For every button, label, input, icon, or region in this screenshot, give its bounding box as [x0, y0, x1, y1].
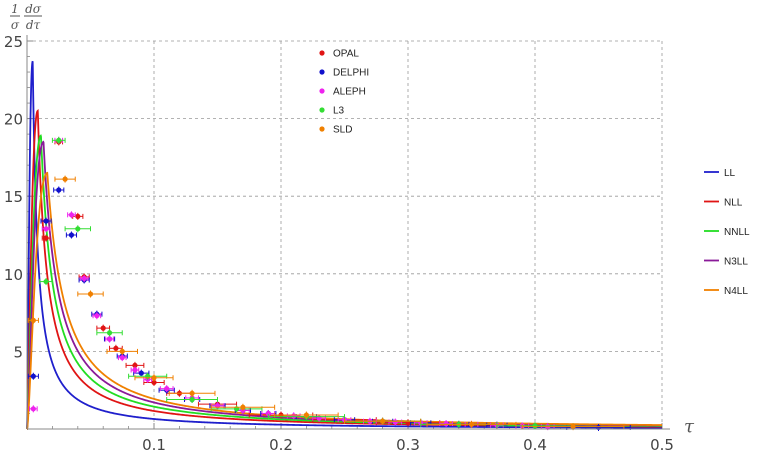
data-point: [81, 275, 87, 282]
y-label-dtau: dτ: [26, 18, 41, 32]
data-point: [30, 373, 36, 379]
y-label-dsigma: dσ: [25, 2, 42, 16]
data-point: [106, 330, 113, 336]
data-point: [100, 325, 106, 331]
data-point: [56, 137, 62, 143]
legend-label-n3ll: N3LL: [724, 257, 748, 268]
x-axis-label: τ: [684, 416, 695, 437]
data-point: [68, 212, 75, 218]
data-point: [119, 348, 125, 354]
data-point: [75, 226, 81, 232]
data-point: [43, 278, 49, 285]
data-point: [392, 419, 398, 425]
data-point: [132, 362, 138, 368]
y-tick-label: 20: [4, 111, 23, 129]
legend-label-nll: NLL: [724, 198, 743, 209]
data-point: [265, 410, 271, 417]
data-point: [56, 187, 62, 193]
y-tick-label: 25: [4, 33, 23, 51]
data-points: [27, 136, 631, 431]
data-point: [468, 421, 475, 427]
legend-marker-l3: [319, 107, 325, 113]
y-tick-label: 10: [4, 266, 23, 284]
data-point: [151, 379, 157, 386]
legend-marker-delphi: [319, 69, 325, 75]
data-point: [164, 386, 170, 392]
data-point: [240, 404, 246, 410]
curves: [26, 60, 663, 430]
dataset-sld: [27, 175, 625, 431]
legend-curves: LL NLL NNLL N3LL N4LL: [704, 168, 750, 297]
y-tick-label: 15: [4, 188, 23, 206]
x-tick-label: 0.5: [650, 436, 674, 454]
legend-label-nnll: NNLL: [724, 227, 750, 238]
data-point: [532, 423, 538, 429]
x-tick-label: 0.4: [523, 436, 547, 454]
y-axis-ticks: 5 10 15 20 25: [4, 33, 33, 414]
data-point: [68, 232, 75, 238]
legend-label-l3: L3: [333, 106, 345, 117]
legend-marker-aleph: [319, 88, 325, 94]
data-point: [30, 406, 36, 412]
data-point: [94, 313, 100, 319]
y-label-one: 1: [11, 2, 19, 16]
legend-datasets: OPAL DELPHI ALEPH L3 SLD: [319, 49, 369, 136]
y-tick-label: 5: [13, 343, 23, 361]
data-point: [87, 291, 94, 297]
data-point: [380, 418, 386, 424]
data-point: [75, 213, 81, 219]
curve-n4ll: [26, 171, 663, 430]
legend-label-opal: OPAL: [333, 49, 359, 60]
legend-marker-sld: [319, 126, 325, 132]
curve-nll: [26, 109, 663, 430]
data-point: [43, 235, 49, 241]
data-point: [106, 336, 113, 342]
dataset-aleph: [29, 136, 555, 431]
dataset-delphi: [27, 186, 631, 431]
data-point: [43, 226, 49, 232]
data-point: [189, 390, 195, 396]
legend-label-ll: LL: [724, 168, 736, 179]
data-point: [151, 375, 157, 381]
curve-ll: [26, 60, 662, 430]
curve-nnll: [26, 134, 663, 430]
data-point: [570, 424, 576, 430]
data-point: [303, 412, 309, 418]
data-point: [43, 218, 49, 224]
data-point: [62, 176, 68, 182]
y-axis-label: 1 σ dσ dτ: [10, 2, 42, 32]
y-label-sigma: σ: [11, 18, 20, 32]
x-tick-label: 0.2: [269, 436, 293, 454]
data-point: [443, 420, 449, 427]
data-point: [189, 396, 195, 403]
data-point: [30, 317, 36, 323]
data-point: [138, 370, 144, 376]
legend-marker-opal: [319, 50, 325, 56]
data-point: [119, 355, 125, 361]
legend-label-n4ll: N4LL: [724, 286, 748, 297]
legend-label-sld: SLD: [333, 125, 352, 136]
x-tick-label: 0.3: [396, 436, 420, 454]
data-point: [291, 413, 297, 419]
x-tick-label: 0.1: [142, 436, 166, 454]
legend-label-aleph: ALEPH: [333, 87, 366, 98]
data-point: [113, 345, 119, 351]
grid: [27, 40, 663, 429]
dataset-opal: [41, 138, 441, 427]
data-point: [132, 367, 138, 373]
legend-label-delphi: DELPHI: [333, 68, 369, 79]
